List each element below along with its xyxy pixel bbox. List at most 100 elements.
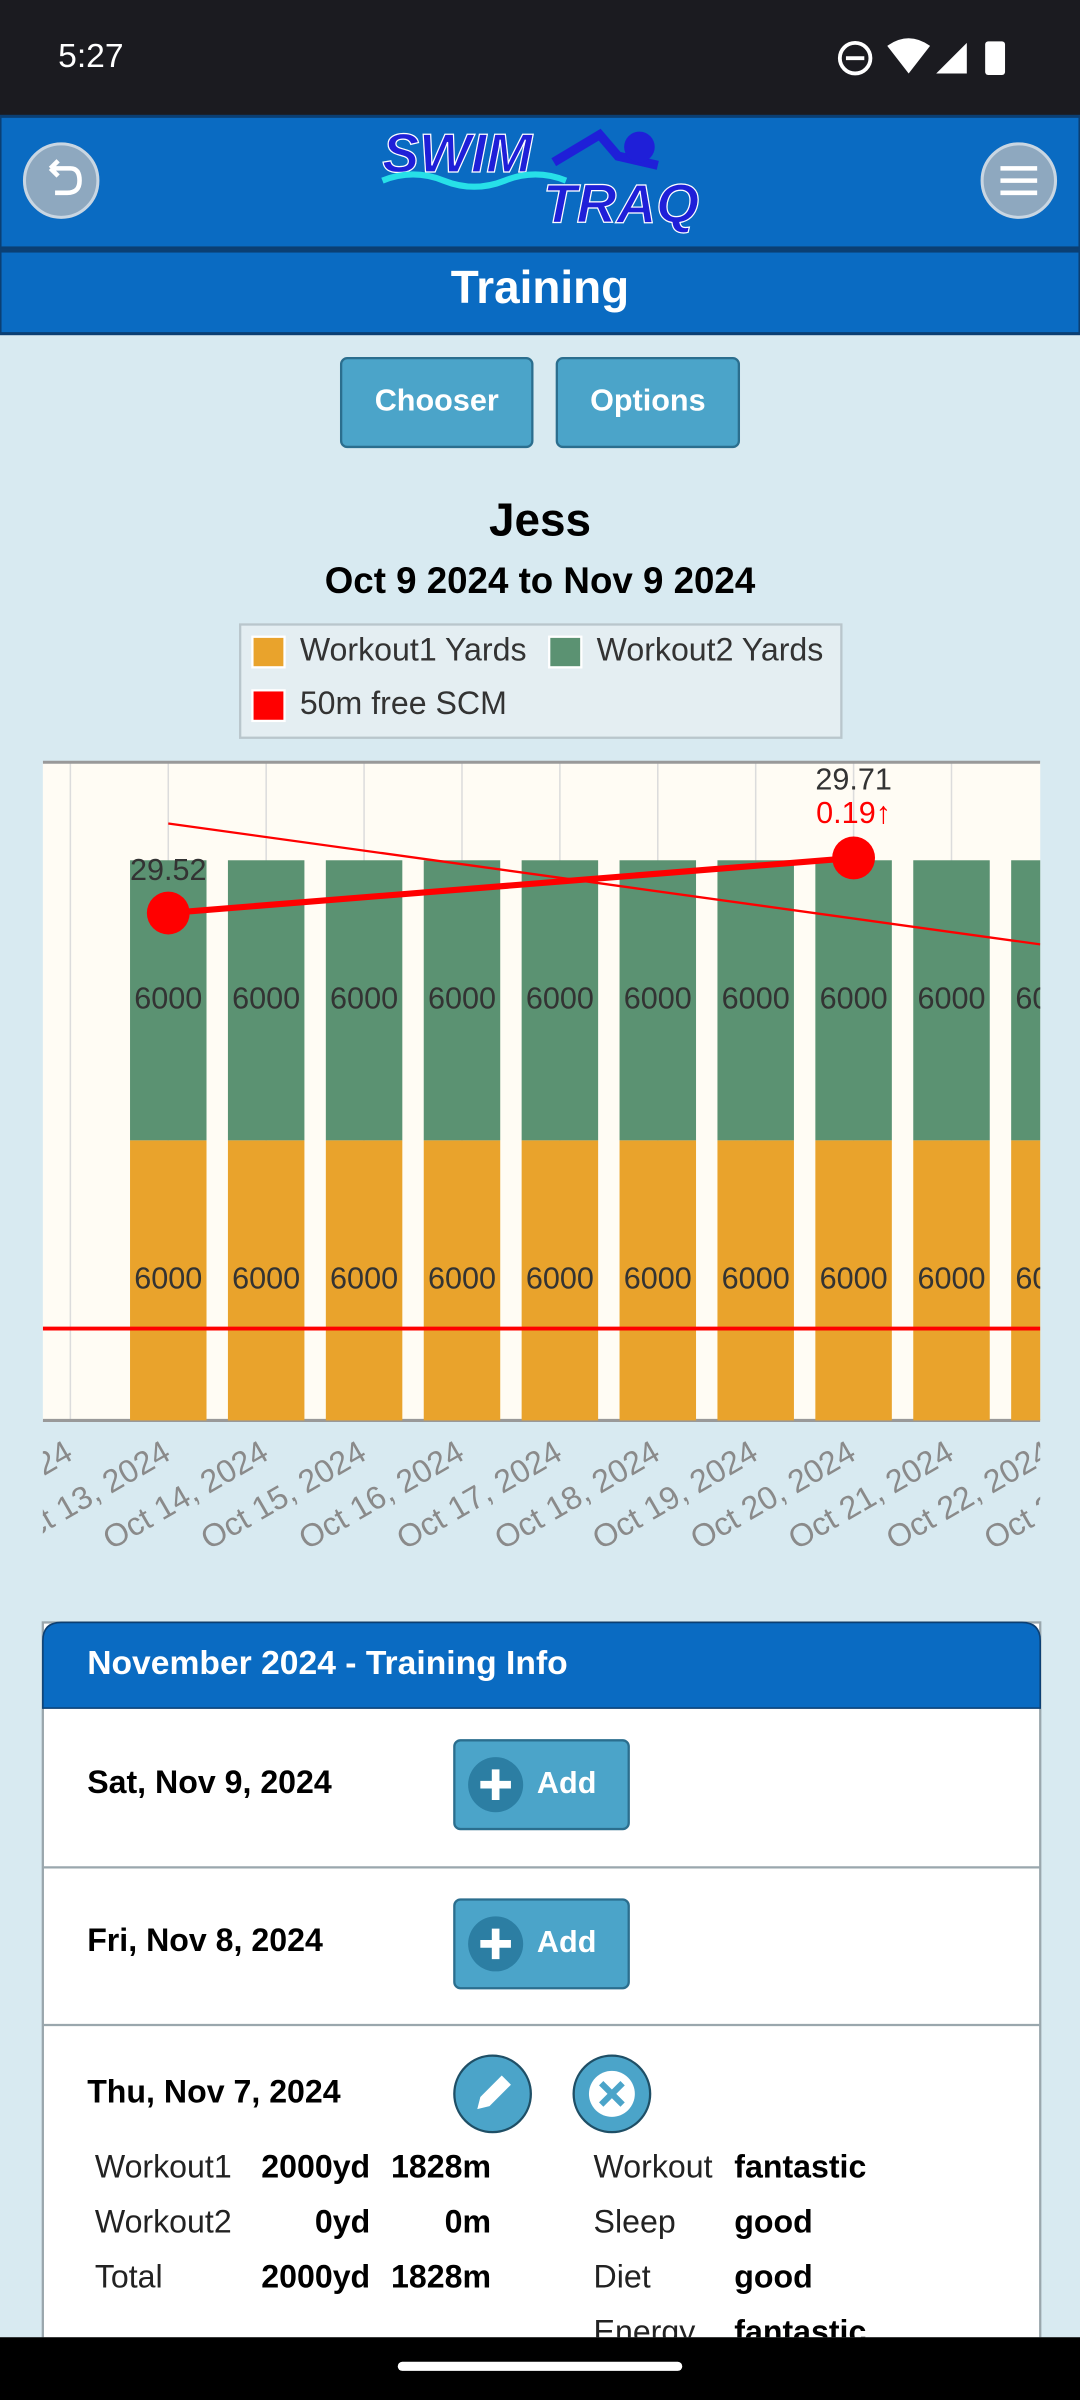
bar-segment xyxy=(227,1140,305,1421)
add-label: Add xyxy=(537,1766,596,1800)
detail-label: Total xyxy=(95,2259,163,2295)
detail-rating: fantastic xyxy=(734,2314,866,2350)
bar-value-label: 6000 xyxy=(330,1261,398,1295)
bar-segment xyxy=(619,860,697,1141)
plot: 6000 6000 6000 6000 6000 6000 6000 6000 6000 6000… xyxy=(42,760,1080,1422)
chart-subtitle: Oct 9 2024 to Nov 9 2024 xyxy=(325,560,756,601)
bar-segment xyxy=(521,860,599,1141)
legend-items: Workout1 Yards Workout2 Yards 50m free SCM xyxy=(251,632,824,723)
detail-yards: 2000yd xyxy=(261,2148,370,2184)
detail-meters: 1828m xyxy=(391,2148,491,2184)
detail-rating: good xyxy=(734,2203,812,2239)
bar-value-label: 6000 xyxy=(134,1261,202,1295)
bar-value-label: 6000 xyxy=(722,1261,790,1295)
home-indicator[interactable] xyxy=(397,2361,683,2371)
logo-head xyxy=(624,131,655,163)
legend-swatch xyxy=(548,635,583,669)
legend-swatch xyxy=(251,689,286,723)
bar-segment xyxy=(815,1140,892,1421)
bar-segment xyxy=(913,860,990,1141)
detail-label: Workout2 xyxy=(95,2203,232,2239)
legend-label: Workout2 Yards xyxy=(597,632,824,668)
logo-top: SWIM xyxy=(382,122,533,184)
logo-bottom: TRAQ xyxy=(543,173,699,235)
detail-label: Energy xyxy=(594,2314,696,2350)
day-details: Workout1 2000yd 1828m Workout2 0yd 0m Total 200… xyxy=(95,2148,867,2350)
card-header xyxy=(42,1621,1041,1709)
bar-value-label: 6000 xyxy=(820,1261,888,1295)
edit-icon xyxy=(477,2075,511,2110)
bar-value-label: 6000 xyxy=(722,981,790,1015)
bar-segment xyxy=(521,1140,599,1421)
point-value-label: 29.52 xyxy=(130,853,207,887)
legend xyxy=(239,623,843,739)
time-point xyxy=(146,891,190,935)
point-value-label: 29.71 xyxy=(815,762,892,796)
bar-segment xyxy=(423,1140,501,1421)
page-title: Training xyxy=(451,261,629,313)
bar-value-label: 6000 xyxy=(526,1261,594,1295)
legend-label: 50m free SCM xyxy=(300,685,507,721)
bar-segment xyxy=(325,860,403,1141)
app-header xyxy=(0,114,1080,250)
detail-rating: good xyxy=(734,2259,812,2295)
day-date: Thu, Nov 7, 2024 xyxy=(87,2073,341,2109)
clock: 5:27 xyxy=(58,38,123,75)
detail-yards: 2000yd xyxy=(261,2259,370,2295)
delete-cross xyxy=(599,2080,625,2107)
bar-segment xyxy=(619,1140,697,1421)
bar-value-label: 6000 xyxy=(428,1261,496,1295)
bar-value-label: 6000 xyxy=(134,981,202,1015)
chart-title: Jess xyxy=(489,494,591,546)
legend-label: Workout1 Yards xyxy=(300,632,527,668)
bar-value-label: 6000 xyxy=(232,1261,300,1295)
menu-icon xyxy=(1000,166,1038,196)
card-title: November 2024 - Training Info xyxy=(87,1645,568,1682)
day-date: Sat, Nov 9, 2024 xyxy=(87,1764,332,1800)
point-change-label: 0.19↑ xyxy=(816,796,891,830)
bar-segment xyxy=(423,860,501,1141)
bar-segment xyxy=(717,860,794,1141)
bar-segment xyxy=(325,1140,403,1421)
chooser-button[interactable] xyxy=(339,357,534,449)
legend-swatch xyxy=(251,635,286,669)
detail-label: Sleep xyxy=(594,2203,676,2239)
bar-segment xyxy=(130,1140,207,1421)
time-line xyxy=(168,854,854,917)
detail-rating: fantastic xyxy=(734,2148,866,2184)
bar-value-label: 6000 xyxy=(917,981,985,1015)
bar-segment xyxy=(717,1140,794,1421)
day-date: Fri, Nov 8, 2024 xyxy=(87,1922,323,1958)
bar-segment xyxy=(815,860,892,1141)
bar-value-label: 6000 xyxy=(624,981,692,1015)
options-button[interactable] xyxy=(555,357,741,449)
logo-wave xyxy=(381,171,568,190)
plus-sign xyxy=(480,1928,511,1960)
bar-value-label: 6000 xyxy=(232,981,300,1015)
detail-label: Workout1 xyxy=(95,2148,232,2184)
trend-line xyxy=(168,822,1041,946)
button-label: Options xyxy=(590,384,706,418)
bar-value-label: 6000 xyxy=(1015,1261,1080,1295)
bar-segment xyxy=(913,1140,990,1421)
bar-value-label: 6000 xyxy=(526,981,594,1015)
detail-label: Diet xyxy=(594,2259,651,2295)
card-body xyxy=(41,1621,1042,2338)
training-card: November 2024 - Training Info Sat, Nov 9… xyxy=(41,1621,1042,2350)
detail-meters: 0m xyxy=(445,2203,491,2239)
back-button[interactable] xyxy=(22,142,100,219)
bar-value-label: 6000 xyxy=(330,981,398,1015)
plus-sign xyxy=(480,1769,511,1800)
back-icon xyxy=(48,159,82,196)
detail-meters: 1828m xyxy=(391,2259,491,2295)
bar-segment xyxy=(1011,860,1041,1141)
detail-label: Workout xyxy=(594,2148,713,2184)
bar-segment xyxy=(1011,1140,1041,1421)
detail-yards: 0yd xyxy=(315,2203,370,2239)
bar-value-label: 6000 xyxy=(820,981,888,1015)
bar-value-label: 6000 xyxy=(624,1261,692,1295)
status-icons xyxy=(837,38,1006,76)
bar-value-label: 6000 xyxy=(1015,981,1080,1015)
add-label: Add xyxy=(537,1925,596,1959)
